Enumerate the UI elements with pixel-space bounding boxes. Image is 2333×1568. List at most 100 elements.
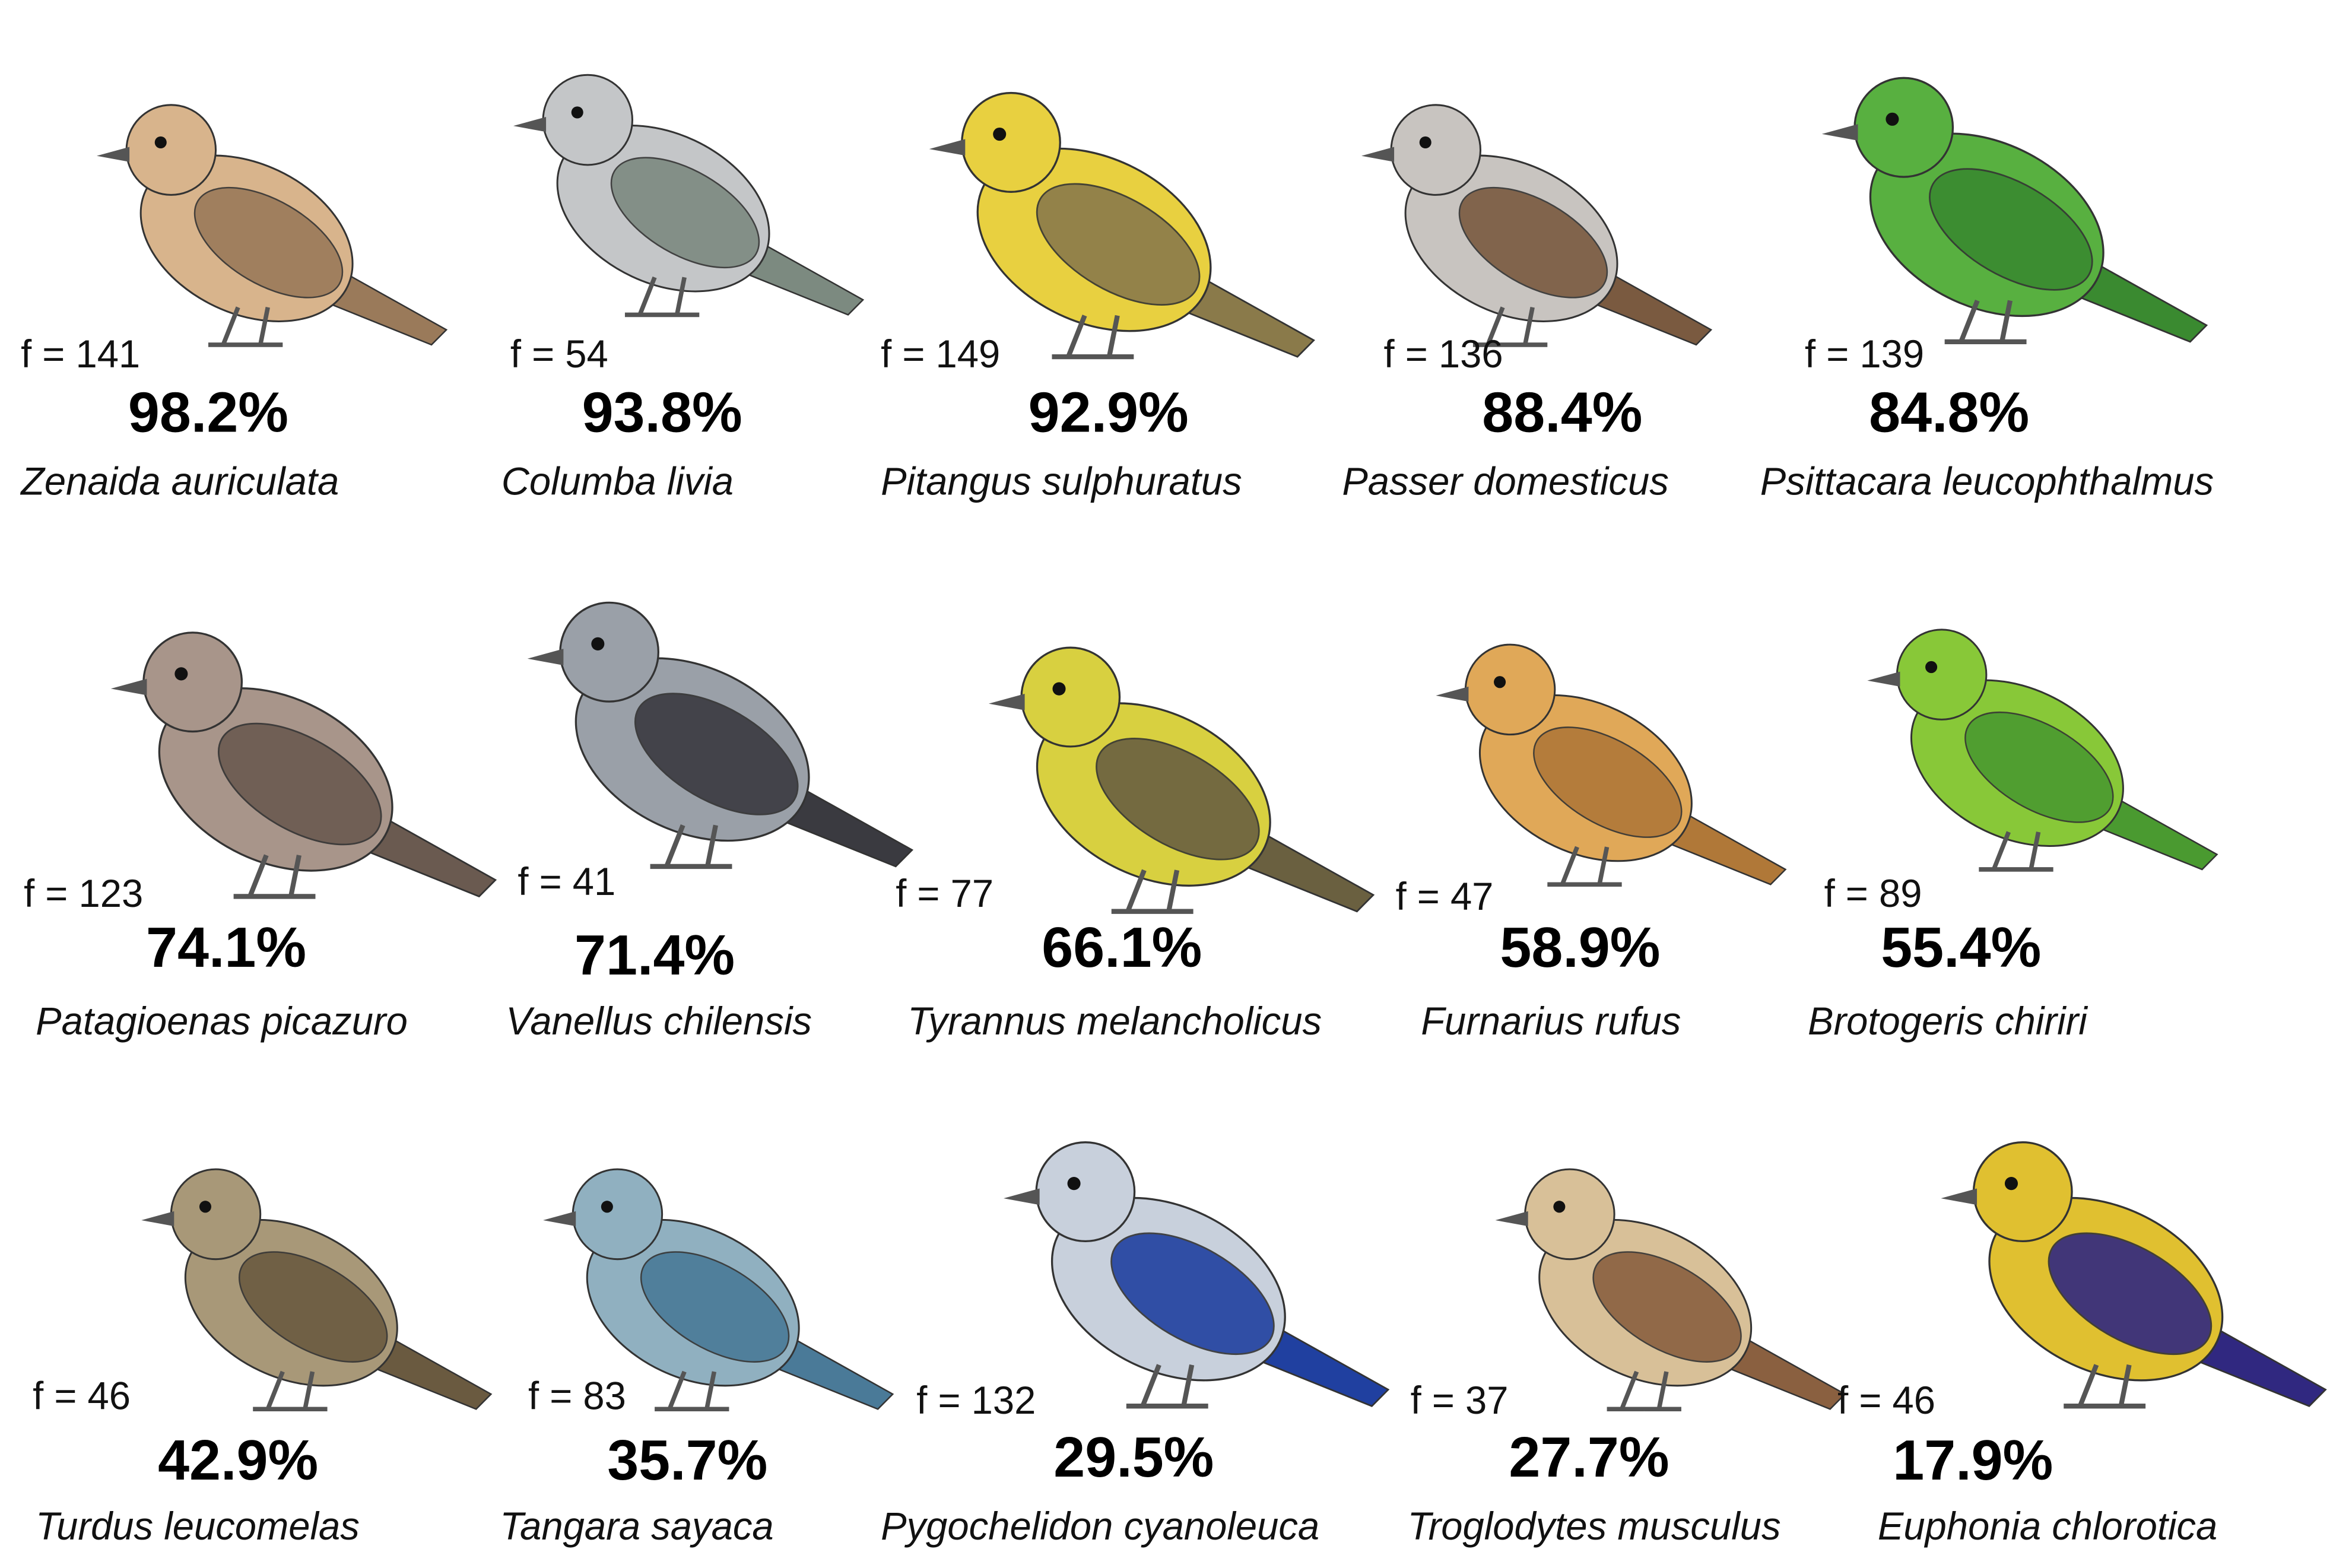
bird-illustration: [1867, 629, 2218, 872]
percentage: 74.1%: [146, 916, 306, 979]
bird-head: [125, 104, 217, 196]
species-name: Euphonia chlorotica: [1878, 1504, 2217, 1548]
bird-eye: [601, 1201, 613, 1213]
bird-eye: [1553, 1201, 1566, 1213]
bird-legs: [1126, 1364, 1208, 1409]
bird-head: [1020, 646, 1121, 748]
bird-eye: [154, 136, 167, 149]
bird-beak: [1436, 686, 1469, 702]
bird-illustration: [527, 601, 914, 869]
bird-illustration: [96, 104, 448, 347]
bird-beak: [141, 1211, 174, 1227]
percentage: 58.9%: [1500, 916, 1660, 979]
bird-illustration: [1495, 1168, 1846, 1412]
bird-head: [1035, 1141, 1136, 1243]
bird-legs: [655, 1370, 729, 1412]
percentage: 66.1%: [1042, 916, 1202, 979]
percentage: 35.7%: [607, 1429, 767, 1492]
species-name: Brotogeris chiriri: [1808, 999, 2088, 1043]
frequency-label: f = 77: [896, 872, 993, 915]
percentage: 27.7%: [1509, 1426, 1669, 1489]
frequency-label: f = 37: [1411, 1379, 1509, 1422]
bird-eye: [993, 127, 1007, 141]
percentage: 98.2%: [128, 380, 288, 444]
bird-head: [1853, 77, 1954, 178]
bird-wing: [1096, 738, 1260, 861]
bird-beak: [988, 693, 1025, 710]
bird-wing: [1592, 1251, 1742, 1363]
bird-illustration: [513, 74, 865, 318]
bird-head: [1464, 643, 1556, 736]
percentage: 93.8%: [582, 380, 742, 444]
bird-head: [961, 91, 1061, 193]
bird-beak: [1821, 124, 1858, 141]
bird-eye: [1067, 1177, 1081, 1191]
bird-illustration: [988, 646, 1375, 914]
species-name: Columba livia: [501, 459, 734, 503]
frequency-label: f = 41: [518, 860, 615, 903]
bird-head: [1972, 1141, 2073, 1243]
species-name: Psittacara leucophthalmus: [1760, 459, 2214, 503]
percentage: 71.4%: [574, 923, 735, 986]
bird-illustration: [141, 1168, 493, 1412]
bird-head: [542, 74, 633, 166]
bird-beak: [96, 147, 130, 162]
bird-legs: [650, 824, 732, 869]
bird-wing: [2048, 1232, 2213, 1356]
species-name: Pitangus sulphuratus: [881, 459, 1242, 503]
bird-beak: [110, 678, 147, 696]
bird-wing: [193, 186, 344, 299]
frequency-label: f = 141: [21, 332, 140, 376]
frequency-label: f = 54: [510, 332, 608, 376]
bird-beak: [1003, 1188, 1040, 1205]
bird-wing: [1458, 186, 1608, 299]
bird-illustration: [543, 1168, 894, 1412]
bird-head: [170, 1168, 262, 1261]
frequency-label: f = 149: [881, 332, 1000, 376]
bird-wing: [1929, 168, 2093, 291]
bird-head: [1896, 629, 1988, 720]
species-name: Furnarius rufus: [1421, 999, 1681, 1043]
bird-beak: [513, 117, 547, 132]
species-name: Zenaida auriculata: [20, 459, 339, 503]
bird-eye: [1052, 682, 1066, 696]
percentage: 29.5%: [1053, 1426, 1214, 1489]
species-name: Vanellus chilensis: [506, 999, 812, 1043]
bird-illustration: [1941, 1141, 2327, 1409]
frequency-label: f = 136: [1384, 332, 1503, 376]
bird-beak: [929, 139, 966, 156]
bird-illustration: [1436, 643, 1787, 887]
bird-wing: [610, 157, 760, 269]
bird-legs: [233, 854, 316, 899]
bird-eye: [199, 1201, 211, 1213]
bird-illustration: [1003, 1141, 1390, 1409]
frequency-label: f = 89: [1824, 872, 1922, 915]
bird-legs: [1944, 299, 2027, 345]
bird-eye: [1925, 661, 1938, 674]
species-name: Patagioenas picazuro: [36, 999, 408, 1043]
bird-eye: [1419, 136, 1431, 149]
bird-head: [142, 631, 243, 733]
frequency-label: f = 132: [916, 1379, 1036, 1422]
bird-wing: [640, 1251, 790, 1363]
bird-head: [559, 601, 660, 703]
bird-legs: [208, 306, 283, 347]
species-name: Tangara sayaca: [500, 1504, 773, 1548]
species-name: Turdus leucomelas: [36, 1504, 360, 1548]
percentage: 88.4%: [1482, 380, 1642, 444]
bird-wing: [1036, 183, 1201, 306]
bird-eye: [1494, 676, 1506, 688]
bird-wing: [217, 722, 382, 846]
bird-head: [1390, 104, 1481, 196]
bird-legs: [1979, 831, 2053, 872]
frequency-label: f = 123: [24, 872, 143, 915]
bird-illustration: [110, 631, 497, 899]
bird-legs: [1607, 1370, 1681, 1412]
percentage: 55.4%: [1881, 916, 2041, 979]
percentage: 92.9%: [1029, 380, 1189, 444]
percentage: 84.8%: [1869, 380, 2029, 444]
bird-head: [1524, 1168, 1615, 1261]
frequency-label: f = 139: [1805, 332, 1924, 376]
bird-legs: [1052, 315, 1134, 360]
